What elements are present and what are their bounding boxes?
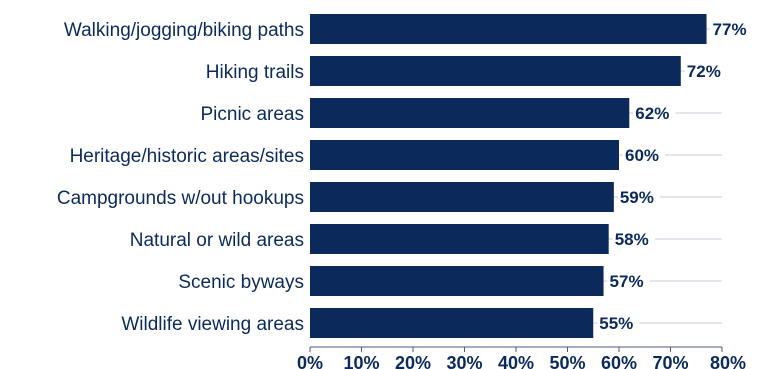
- value-label-background: [710, 18, 753, 40]
- x-tick-label: 0%: [297, 353, 323, 369]
- category-label: Campgrounds w/out hookups: [57, 188, 304, 209]
- value-label: 77%: [713, 20, 747, 39]
- category-label: Picnic areas: [201, 104, 305, 125]
- value-label: 72%: [687, 62, 721, 81]
- x-tick-labels: 0% 10% 20% 30% 40% 50% 60% 70% 80%: [297, 353, 746, 369]
- bar: [310, 224, 609, 254]
- bars: [310, 14, 707, 338]
- bar: [310, 98, 630, 128]
- category-label: Scenic byways: [178, 272, 304, 293]
- value-label: 62%: [635, 104, 669, 123]
- bar: [310, 14, 707, 44]
- value-label: 57%: [610, 272, 644, 291]
- x-axis: [309, 346, 723, 352]
- value-labels: 77% 72% 62% 60% 59% 58% 57% 55%: [597, 18, 753, 334]
- x-tick-label: 60%: [601, 353, 637, 369]
- x-tick-label: 30%: [446, 353, 482, 369]
- category-label: Heritage/historic areas/sites: [70, 146, 304, 167]
- category-label: Walking/jogging/biking paths: [64, 20, 304, 41]
- bar: [310, 182, 614, 212]
- value-label-background: [597, 312, 640, 334]
- value-label-background: [617, 186, 660, 208]
- category-label: Wildlife viewing areas: [121, 314, 304, 335]
- x-tick-label: 50%: [549, 353, 585, 369]
- category-label: Natural or wild areas: [130, 230, 304, 251]
- value-label-background: [612, 228, 655, 250]
- value-label-background: [607, 270, 650, 292]
- value-label-background: [623, 144, 665, 166]
- bar: [310, 140, 619, 170]
- value-label-background: [633, 102, 676, 124]
- bar: [310, 308, 594, 338]
- x-tick-label: 80%: [710, 353, 746, 369]
- bar: [310, 266, 604, 296]
- x-tick-label: 20%: [395, 353, 431, 369]
- value-label-background: [684, 60, 727, 82]
- category-label: Hiking trails: [206, 62, 304, 83]
- value-label: 59%: [620, 188, 654, 207]
- x-tick-label: 40%: [498, 353, 534, 369]
- bar: [310, 56, 681, 86]
- category-labels: Walking/jogging/biking paths Hiking trail…: [57, 20, 304, 335]
- x-tick-label: 70%: [652, 353, 688, 369]
- value-label: 55%: [599, 314, 633, 333]
- x-tick-label: 10%: [343, 353, 379, 369]
- value-label: 58%: [615, 230, 649, 249]
- value-label: 60%: [625, 146, 659, 165]
